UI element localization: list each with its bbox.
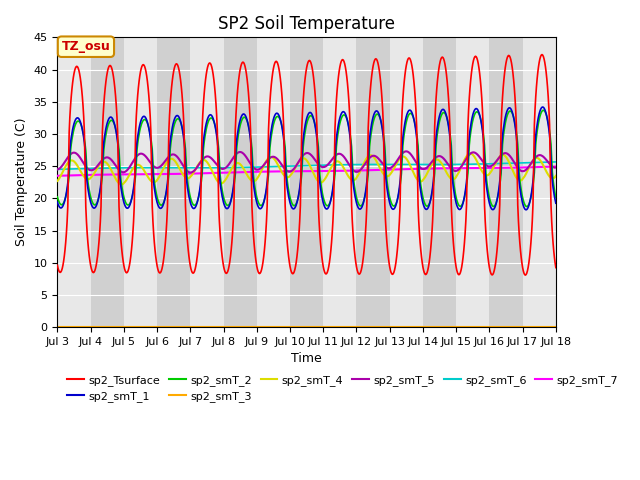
Bar [556, 37, 589, 327]
Bar [124, 37, 157, 327]
Bar [223, 37, 257, 327]
Bar [323, 37, 356, 327]
Legend: sp2_Tsurface, sp2_smT_1, sp2_smT_2, sp2_smT_3, sp2_smT_4, sp2_smT_5, sp2_smT_6, : sp2_Tsurface, sp2_smT_1, sp2_smT_2, sp2_… [63, 371, 623, 407]
Bar [257, 37, 290, 327]
Bar [390, 37, 423, 327]
Bar [157, 37, 190, 327]
Bar [91, 37, 124, 327]
X-axis label: Time: Time [291, 352, 322, 365]
Y-axis label: Soil Temperature (C): Soil Temperature (C) [15, 118, 28, 247]
Bar [356, 37, 390, 327]
Bar [190, 37, 223, 327]
Bar [490, 37, 523, 327]
Text: TZ_osu: TZ_osu [61, 40, 110, 53]
Title: SP2 Soil Temperature: SP2 Soil Temperature [218, 15, 395, 33]
Bar [290, 37, 323, 327]
Bar [456, 37, 490, 327]
Bar [58, 37, 91, 327]
Bar [523, 37, 556, 327]
Bar [423, 37, 456, 327]
